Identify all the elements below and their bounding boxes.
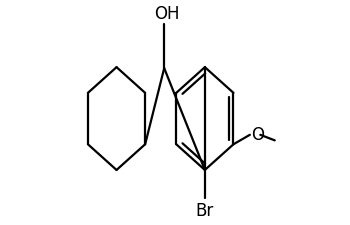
Text: O: O (251, 126, 264, 144)
Text: OH: OH (154, 4, 179, 22)
Text: Br: Br (196, 202, 214, 220)
